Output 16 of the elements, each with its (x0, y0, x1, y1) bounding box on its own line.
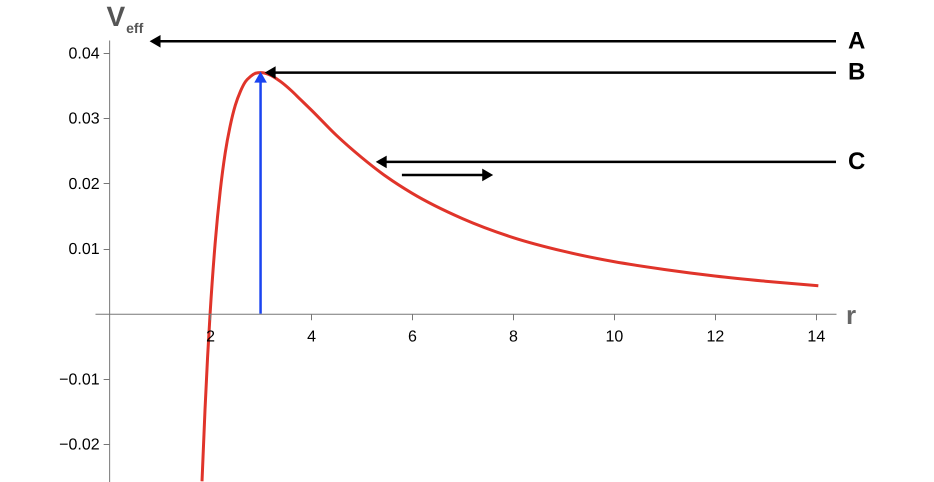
x-tick-label: 12 (706, 328, 724, 346)
series-label: A (848, 27, 866, 54)
y-tick-label: −0.01 (59, 371, 100, 388)
x-tick-label: 14 (807, 328, 826, 346)
y-tick-label: 0.01 (68, 241, 100, 258)
y-tick-label: 0.02 (68, 176, 100, 193)
x-tick-label: 6 (408, 328, 418, 346)
x-axis-title: r (846, 300, 856, 330)
y-tick-label: 0.04 (68, 46, 100, 63)
series-label: B (848, 58, 866, 86)
x-tick-label: 10 (606, 328, 624, 346)
y-tick-label: 0.03 (68, 110, 100, 128)
series-label: C (848, 148, 866, 175)
x-tick-label: 4 (307, 328, 316, 346)
y-tick-label: −0.02 (59, 436, 100, 454)
x-tick-label: 8 (508, 328, 518, 346)
